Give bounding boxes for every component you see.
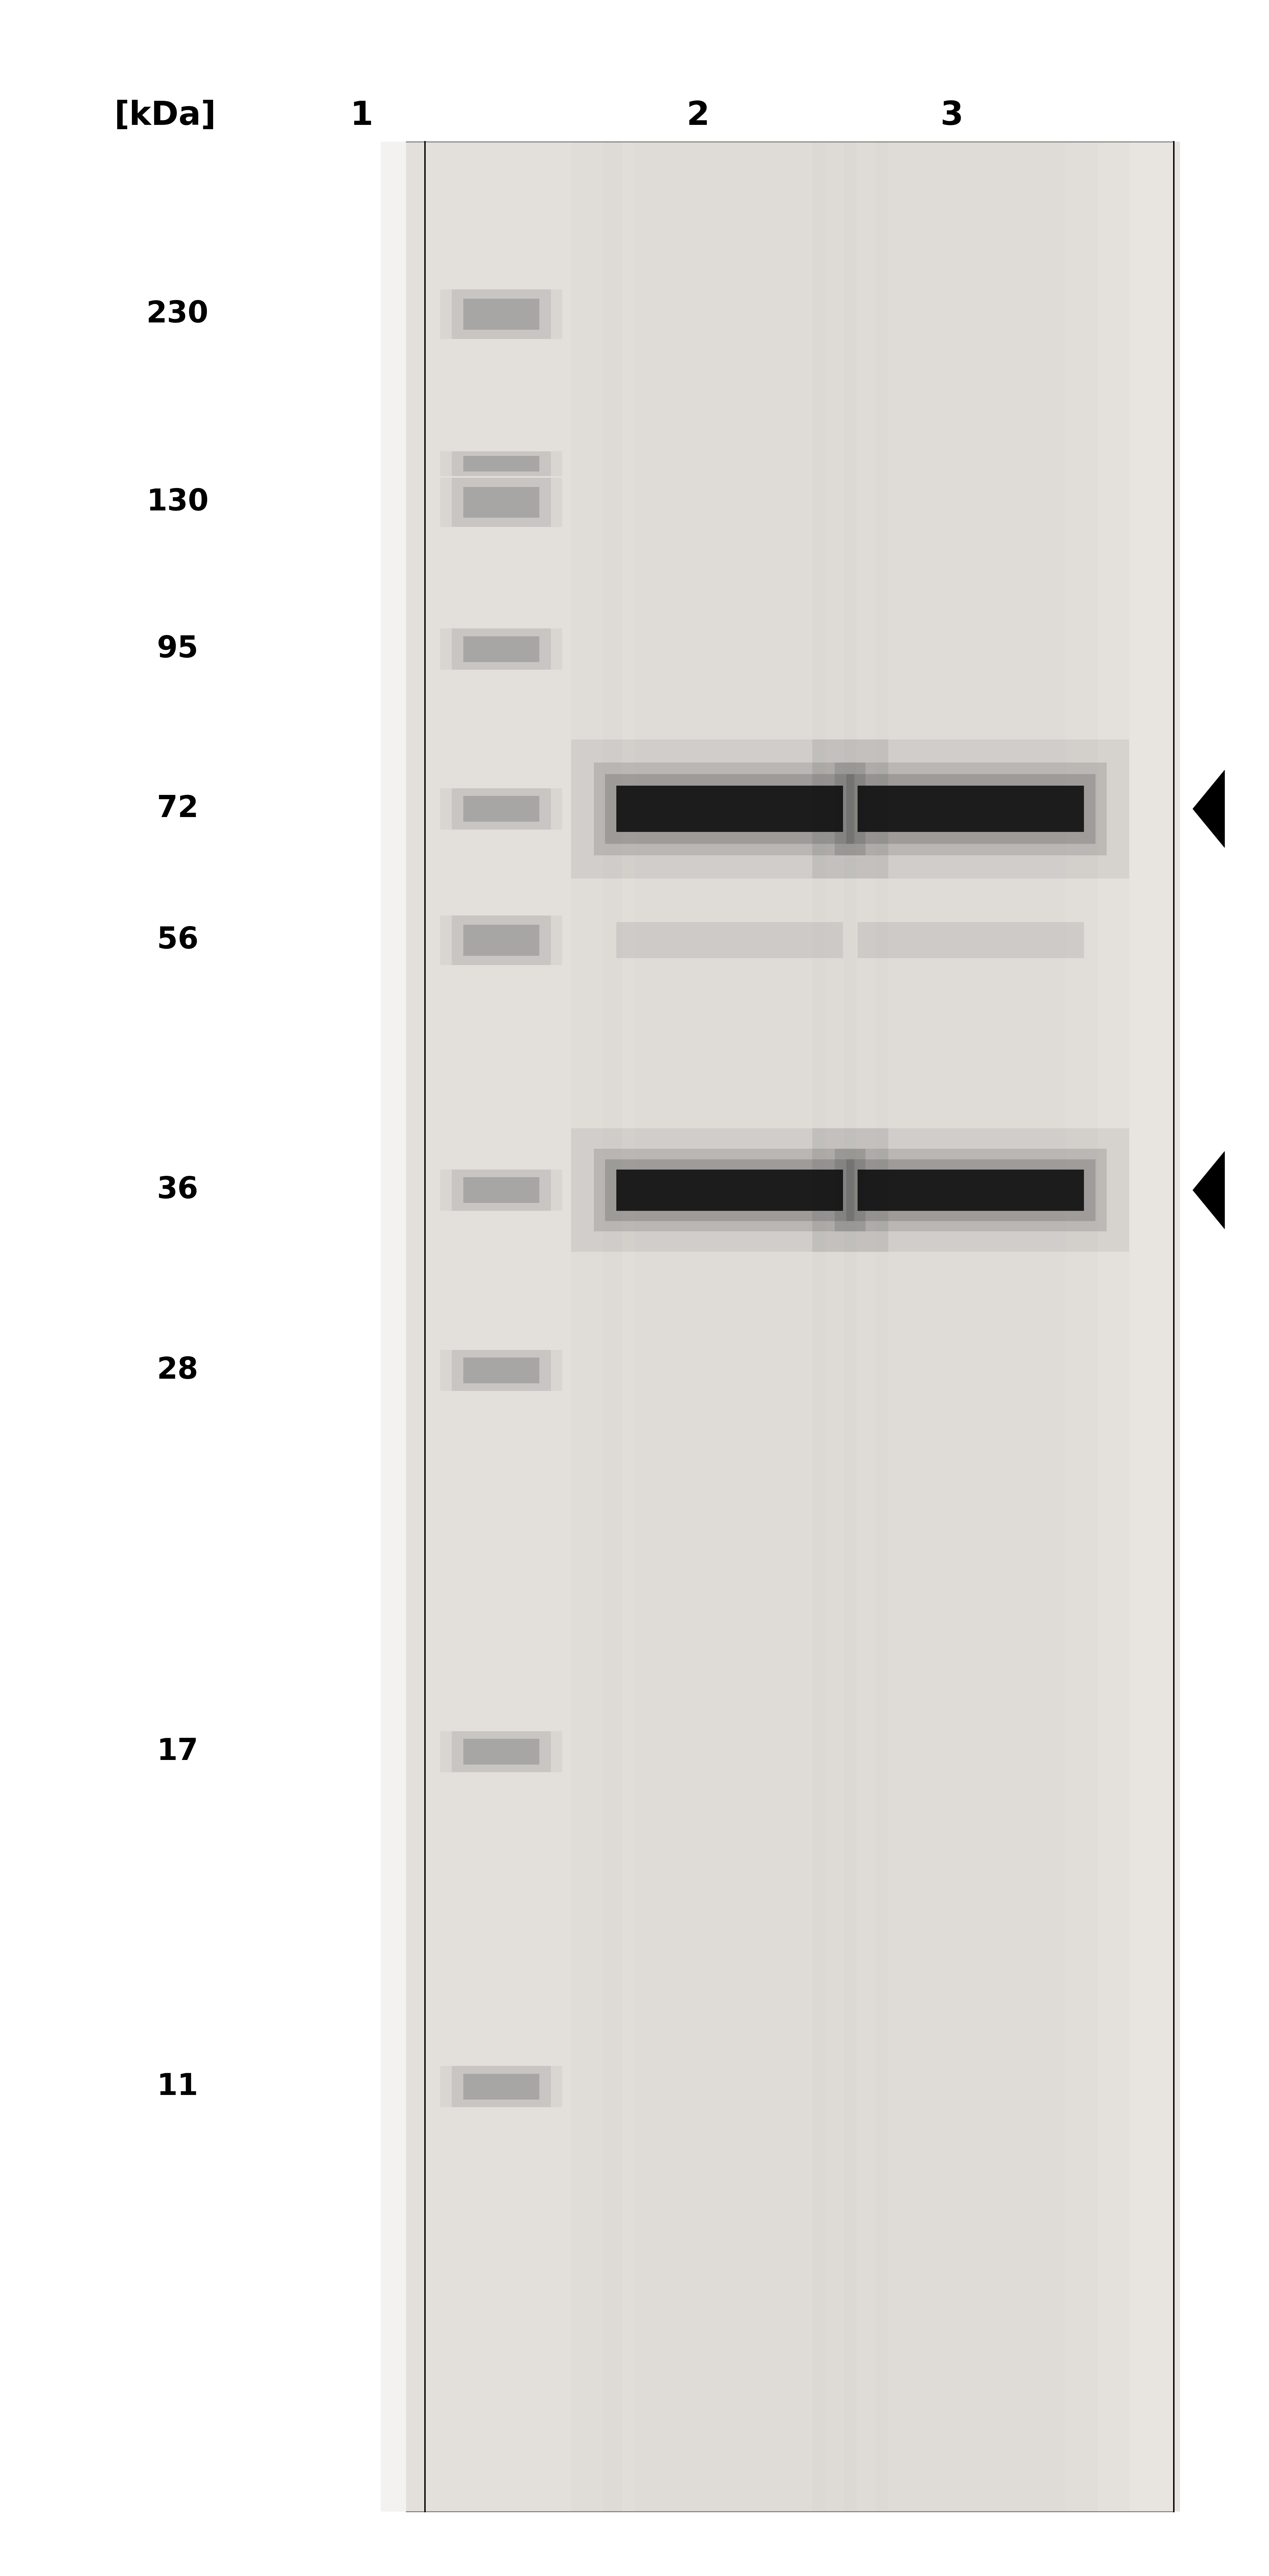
FancyBboxPatch shape [440, 451, 562, 477]
FancyBboxPatch shape [440, 788, 562, 829]
FancyBboxPatch shape [452, 1731, 551, 1772]
FancyBboxPatch shape [603, 142, 857, 2512]
FancyBboxPatch shape [440, 1170, 562, 1211]
Text: 95: 95 [157, 634, 198, 665]
FancyBboxPatch shape [858, 1170, 1084, 1211]
FancyBboxPatch shape [812, 739, 1129, 878]
Text: 1: 1 [350, 100, 373, 131]
FancyBboxPatch shape [463, 636, 539, 662]
FancyBboxPatch shape [594, 762, 865, 855]
FancyBboxPatch shape [440, 1350, 562, 1391]
FancyBboxPatch shape [571, 739, 888, 878]
Text: 17: 17 [157, 1736, 198, 1767]
Text: 11: 11 [157, 2071, 198, 2102]
Text: 130: 130 [146, 487, 209, 518]
Text: 28: 28 [157, 1355, 198, 1386]
FancyBboxPatch shape [463, 487, 539, 518]
FancyBboxPatch shape [452, 629, 551, 670]
FancyBboxPatch shape [452, 2066, 551, 2107]
FancyBboxPatch shape [617, 1170, 843, 1211]
Text: 3: 3 [940, 100, 963, 131]
FancyBboxPatch shape [440, 289, 562, 340]
FancyBboxPatch shape [844, 142, 1098, 2512]
Polygon shape [1193, 1151, 1225, 1229]
Text: [kDa]: [kDa] [114, 100, 216, 131]
FancyBboxPatch shape [452, 477, 551, 528]
FancyBboxPatch shape [846, 1159, 1095, 1221]
FancyBboxPatch shape [463, 1177, 539, 1203]
FancyBboxPatch shape [812, 142, 1129, 2512]
FancyBboxPatch shape [571, 1128, 888, 1252]
FancyBboxPatch shape [594, 1149, 865, 1231]
FancyBboxPatch shape [440, 629, 562, 670]
FancyBboxPatch shape [463, 456, 539, 471]
FancyBboxPatch shape [452, 1170, 551, 1211]
FancyBboxPatch shape [440, 2066, 562, 2107]
Text: 36: 36 [157, 1175, 198, 1206]
FancyBboxPatch shape [463, 1739, 539, 1765]
FancyBboxPatch shape [812, 1128, 1129, 1252]
FancyBboxPatch shape [440, 914, 562, 966]
FancyBboxPatch shape [463, 925, 539, 956]
FancyBboxPatch shape [452, 289, 551, 340]
FancyBboxPatch shape [440, 477, 562, 528]
FancyBboxPatch shape [571, 142, 888, 2512]
FancyBboxPatch shape [463, 1358, 539, 1383]
Text: 72: 72 [157, 793, 198, 824]
Polygon shape [1193, 770, 1225, 848]
Text: 2: 2 [687, 100, 709, 131]
FancyBboxPatch shape [846, 773, 1095, 842]
FancyBboxPatch shape [406, 142, 1180, 2512]
FancyBboxPatch shape [858, 786, 1084, 832]
FancyBboxPatch shape [835, 1149, 1107, 1231]
FancyBboxPatch shape [452, 914, 551, 966]
Text: 230: 230 [146, 299, 209, 330]
FancyBboxPatch shape [463, 299, 539, 330]
FancyBboxPatch shape [452, 788, 551, 829]
FancyBboxPatch shape [617, 786, 843, 832]
FancyBboxPatch shape [835, 762, 1107, 855]
Text: 56: 56 [157, 925, 198, 956]
FancyBboxPatch shape [605, 773, 854, 842]
FancyBboxPatch shape [452, 1350, 551, 1391]
FancyBboxPatch shape [617, 922, 843, 958]
FancyBboxPatch shape [605, 1159, 854, 1221]
FancyBboxPatch shape [463, 796, 539, 822]
FancyBboxPatch shape [381, 142, 622, 2512]
FancyBboxPatch shape [858, 922, 1084, 958]
FancyBboxPatch shape [440, 1731, 562, 1772]
FancyBboxPatch shape [452, 451, 551, 477]
FancyBboxPatch shape [463, 2074, 539, 2099]
